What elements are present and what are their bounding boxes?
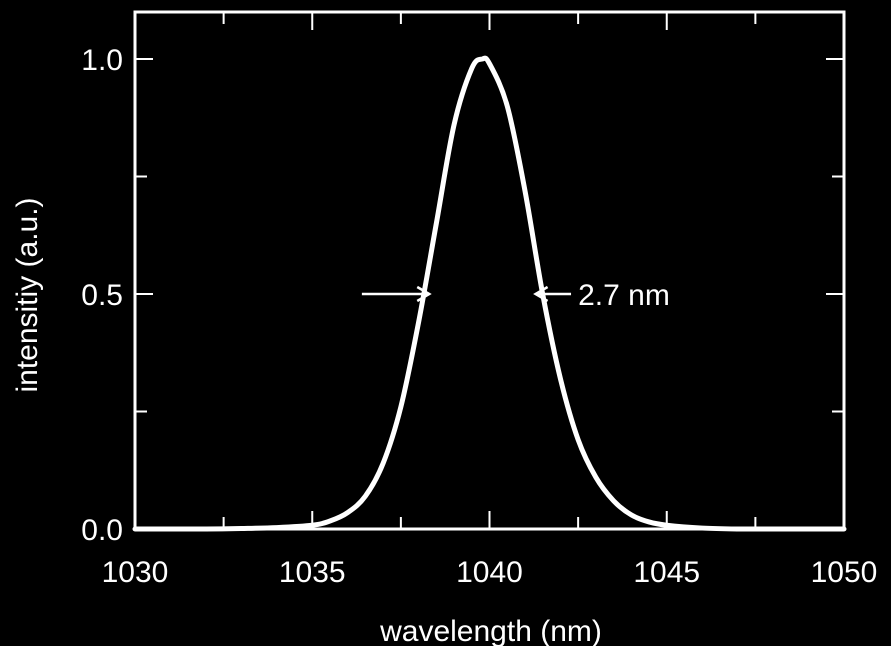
x-tick-label: 1035: [279, 556, 346, 589]
axes: 1030 1035 1040 1045 1050 0.0 0.5 1.0: [81, 10, 878, 589]
y-tick-label: 0.5: [81, 279, 123, 312]
y-axis-title: intensitiy (a.u.): [11, 197, 44, 392]
x-tick-label: 1045: [633, 556, 700, 589]
y-tick-label: 1.0: [81, 44, 123, 77]
y-tick-label: 0.0: [81, 514, 123, 547]
arrow-right: [361, 285, 432, 303]
spectrum-line: [132, 55, 847, 532]
arrow-head: [533, 285, 549, 303]
x-axis-title: wavelength (nm): [379, 615, 602, 646]
x-tick-label: 1040: [456, 556, 523, 589]
x-tick-label: 1030: [102, 556, 169, 589]
arrow-left: [533, 285, 572, 303]
arrow-head: [416, 285, 432, 303]
annotation-layer: 2.7 nm: [361, 279, 670, 312]
series-layer: [132, 55, 847, 532]
fwhm-label: 2.7 nm: [578, 279, 670, 312]
x-tick-label: 1050: [811, 556, 878, 589]
